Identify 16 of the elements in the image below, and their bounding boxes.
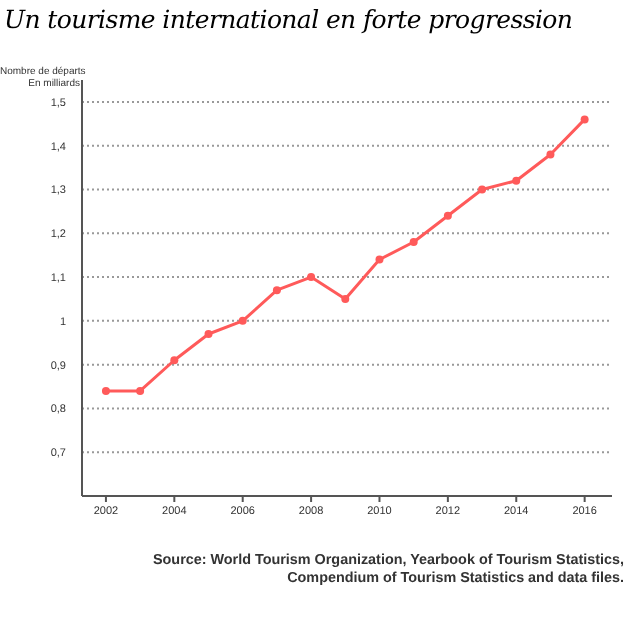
chart-title: Un tourisme international en forte progression — [2, 4, 575, 34]
point — [238, 316, 247, 325]
point — [170, 356, 179, 365]
point — [136, 386, 145, 395]
point — [478, 185, 487, 194]
point — [443, 211, 452, 220]
point — [512, 176, 521, 185]
point — [204, 329, 213, 338]
point — [546, 150, 555, 159]
point — [272, 286, 281, 295]
point — [580, 115, 589, 124]
point — [375, 255, 384, 264]
point — [341, 294, 350, 303]
point — [409, 238, 418, 247]
point — [101, 386, 110, 395]
point — [307, 273, 316, 282]
